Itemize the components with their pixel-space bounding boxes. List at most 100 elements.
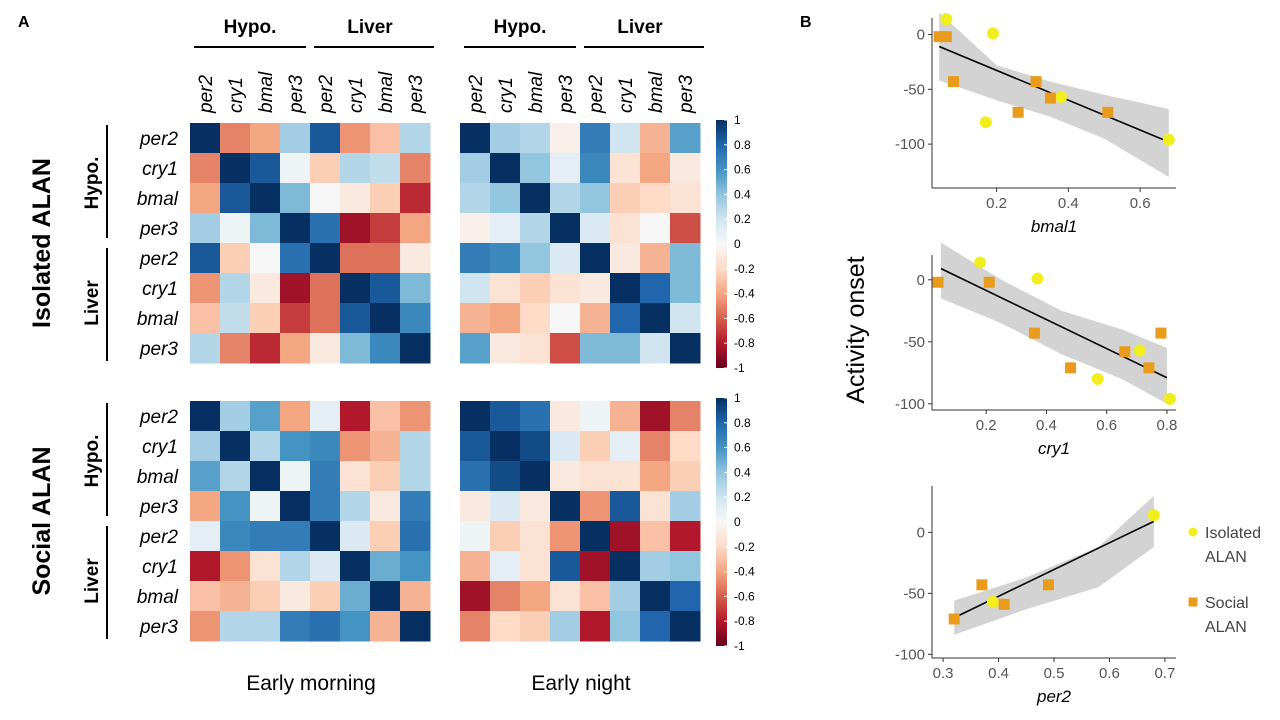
column-gene-label: bmal bbox=[376, 71, 397, 113]
heatmap-cell bbox=[490, 303, 521, 334]
heatmap-cell bbox=[670, 303, 701, 334]
heatmap-cell bbox=[190, 521, 221, 552]
colorbar-tick-label: -0.4 bbox=[734, 287, 755, 301]
heatmap-cell bbox=[520, 153, 551, 184]
heatmap-cell bbox=[250, 491, 281, 522]
legend-marker-square bbox=[1188, 597, 1198, 607]
heatmap-cell bbox=[220, 333, 251, 364]
heatmap-cell bbox=[220, 273, 251, 304]
heatmap-cells bbox=[190, 123, 701, 642]
heatmap-cell bbox=[310, 611, 341, 642]
confidence-band bbox=[954, 495, 1154, 635]
heatmap-cell bbox=[520, 551, 551, 582]
heatmap-cell bbox=[460, 611, 491, 642]
heatmap-cell bbox=[370, 183, 401, 214]
y-tick-label: -100 bbox=[895, 136, 925, 153]
heatmap-cell bbox=[580, 123, 611, 154]
heatmap-cell bbox=[340, 243, 371, 274]
regression-line bbox=[953, 520, 1155, 619]
point-isolated-alan bbox=[1163, 392, 1176, 405]
heatmap-cell bbox=[520, 461, 551, 492]
heatmap-cell bbox=[220, 581, 251, 612]
heatmap-cell bbox=[220, 123, 251, 154]
y-tick-label: -100 bbox=[895, 396, 925, 413]
column-gene-label: per3 bbox=[406, 75, 427, 114]
heatmap-cell bbox=[400, 611, 431, 642]
heatmap-cell bbox=[340, 273, 371, 304]
heatmap-cell bbox=[490, 273, 521, 304]
point-social-alan bbox=[948, 76, 960, 88]
heatmap-cell bbox=[340, 551, 371, 582]
heatmap-cell bbox=[460, 273, 491, 304]
heatmap-cell bbox=[400, 303, 431, 334]
heatmap-cell bbox=[640, 183, 671, 214]
heatmap-cell bbox=[220, 551, 251, 582]
point-social-alan bbox=[976, 579, 988, 591]
regression-line bbox=[940, 267, 1168, 379]
heatmap-cell bbox=[370, 273, 401, 304]
scatter-subplot-bmal1: 0 -50 -100 0.2 0.4 0.6 bmal1 bbox=[895, 12, 1176, 236]
heatmap-cell bbox=[220, 461, 251, 492]
heatmap-cell bbox=[310, 401, 341, 432]
x-tick-label: 0.3 bbox=[933, 665, 954, 682]
heatmap-cell bbox=[520, 333, 551, 364]
heatmap-cell bbox=[610, 273, 641, 304]
heatmap-cell bbox=[370, 153, 401, 184]
legend-marker-circle bbox=[1188, 527, 1198, 537]
heatmap-cell bbox=[400, 521, 431, 552]
x-tick-label: 0.7 bbox=[1154, 665, 1175, 682]
colorbar-tick-label: 0.2 bbox=[734, 212, 751, 226]
y-tick-label: -50 bbox=[903, 81, 925, 98]
point-social-alan bbox=[983, 276, 995, 288]
row-tissue-label-hypo: Hypo. bbox=[82, 435, 103, 488]
heatmap-cell bbox=[340, 333, 371, 364]
heatmap-cell bbox=[610, 401, 641, 432]
heatmap-cell bbox=[280, 303, 311, 334]
point-isolated-alan bbox=[940, 13, 953, 26]
colorbar-tick-label: 1 bbox=[734, 391, 741, 405]
heatmap-cell bbox=[280, 461, 311, 492]
heatmap-cell bbox=[400, 123, 431, 154]
heatmap-cell bbox=[670, 273, 701, 304]
heatmap-cell bbox=[550, 461, 581, 492]
heatmap-cell bbox=[550, 273, 581, 304]
heatmap-cell bbox=[400, 581, 431, 612]
heatmap-cell bbox=[460, 303, 491, 334]
heatmap-cell bbox=[520, 123, 551, 154]
heatmap-cell bbox=[310, 551, 341, 582]
point-isolated-alan bbox=[979, 116, 992, 129]
column-gene-label: bmal bbox=[256, 71, 277, 113]
colorbar-tick-label: 0.8 bbox=[734, 416, 751, 430]
heatmap-cell bbox=[310, 303, 341, 334]
heatmap-cell bbox=[460, 333, 491, 364]
heatmap-cell bbox=[520, 303, 551, 334]
colorbar-tick-label: -0.6 bbox=[734, 311, 755, 325]
heatmap-cell bbox=[670, 401, 701, 432]
y-tick-label: 0 bbox=[917, 26, 925, 43]
colorbar-tick-label: -0.8 bbox=[734, 614, 755, 628]
colorbar-tick-label: -1 bbox=[734, 639, 745, 653]
heatmap-cell bbox=[490, 401, 521, 432]
x-axis-label: cry1 bbox=[1038, 439, 1070, 458]
heatmap-cell bbox=[610, 183, 641, 214]
legend-label: Isolated bbox=[1205, 525, 1261, 542]
colorbar bbox=[716, 120, 727, 368]
heatmap-cell bbox=[580, 153, 611, 184]
heatmap-cell bbox=[610, 243, 641, 274]
legend-label: ALAN bbox=[1205, 549, 1247, 566]
row-gene-label: per3 bbox=[139, 617, 178, 638]
row-gene-label: cry1 bbox=[142, 159, 178, 180]
column-gene-label: cry1 bbox=[226, 77, 247, 113]
heatmap-cell bbox=[580, 243, 611, 274]
heatmap-cell bbox=[310, 153, 341, 184]
heatmap-cell bbox=[340, 401, 371, 432]
colorbar-tick-label: 0.6 bbox=[734, 441, 751, 455]
heatmap-cell bbox=[400, 183, 431, 214]
heatmap-cell bbox=[370, 521, 401, 552]
heatmap-cell bbox=[580, 491, 611, 522]
heatmap-cell bbox=[280, 521, 311, 552]
heatmap-cell bbox=[460, 581, 491, 612]
column-gene-label: bmal bbox=[526, 71, 547, 113]
heatmap-cell bbox=[550, 183, 581, 214]
